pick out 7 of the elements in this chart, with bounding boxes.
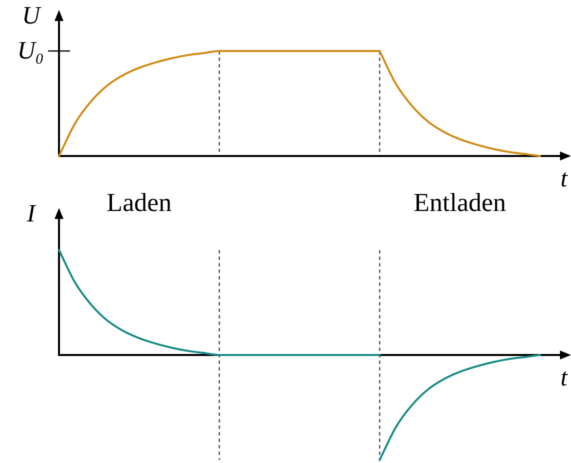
y-axis-title: I xyxy=(26,200,37,228)
x-axis-title: t xyxy=(560,364,569,392)
x-axis-title: t xyxy=(560,166,569,193)
y-axis-title: U xyxy=(22,2,42,30)
text: Laden xyxy=(106,188,172,217)
text: U₀ xyxy=(17,38,44,65)
text: Entladen xyxy=(414,188,506,217)
